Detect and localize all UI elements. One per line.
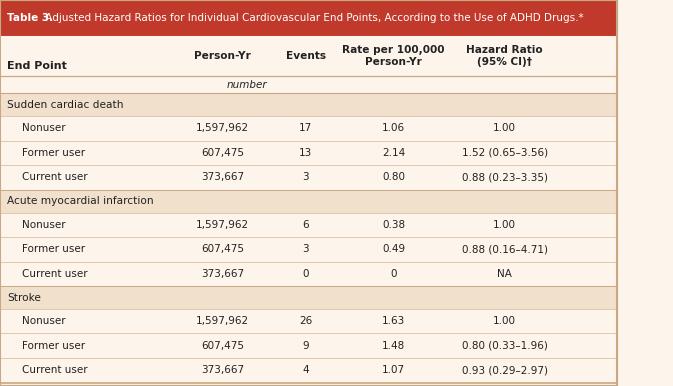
Text: 0.93 (0.29–2.97): 0.93 (0.29–2.97) <box>462 365 548 375</box>
Bar <box>0 286 618 309</box>
Text: 9: 9 <box>302 341 309 351</box>
Text: 607,475: 607,475 <box>201 341 244 351</box>
Text: 1,597,962: 1,597,962 <box>196 220 249 230</box>
Bar <box>0 213 618 237</box>
Text: 0.38: 0.38 <box>382 220 405 230</box>
Text: 0.49: 0.49 <box>382 244 405 254</box>
Text: 13: 13 <box>299 148 312 158</box>
Bar <box>0 76 618 93</box>
Text: Adjusted Hazard Ratios for Individual Cardiovascular End Points, According to th: Adjusted Hazard Ratios for Individual Ca… <box>42 13 583 23</box>
Text: Table 3.: Table 3. <box>7 13 54 23</box>
Text: 4: 4 <box>302 365 309 375</box>
Text: 1,597,962: 1,597,962 <box>196 124 249 134</box>
Text: 0.80: 0.80 <box>382 173 405 183</box>
Text: Current user: Current user <box>22 173 87 183</box>
Bar <box>0 190 618 213</box>
Text: NA: NA <box>497 269 512 279</box>
Text: 2.14: 2.14 <box>382 148 405 158</box>
Text: End Point: End Point <box>7 61 67 71</box>
Text: 607,475: 607,475 <box>201 148 244 158</box>
Text: 26: 26 <box>299 316 312 326</box>
Text: 0: 0 <box>390 269 397 279</box>
Text: Nonuser: Nonuser <box>22 124 65 134</box>
Text: Rate per 100,000
Person-Yr: Rate per 100,000 Person-Yr <box>343 45 445 67</box>
Text: 3: 3 <box>302 244 309 254</box>
Text: 1.48: 1.48 <box>382 341 405 351</box>
Text: Person-Yr: Person-Yr <box>194 51 251 61</box>
Text: Nonuser: Nonuser <box>22 220 65 230</box>
Bar <box>0 262 618 286</box>
Text: 1.52 (0.65–3.56): 1.52 (0.65–3.56) <box>462 148 548 158</box>
Text: 1.00: 1.00 <box>493 316 516 326</box>
Text: 373,667: 373,667 <box>201 269 244 279</box>
Text: 0.80 (0.33–1.96): 0.80 (0.33–1.96) <box>462 341 548 351</box>
Text: 1,597,962: 1,597,962 <box>196 316 249 326</box>
Bar <box>0 334 618 358</box>
Text: 0: 0 <box>302 269 309 279</box>
Text: Hazard Ratio
(95% CI)†: Hazard Ratio (95% CI)† <box>466 45 543 67</box>
Bar <box>0 116 618 141</box>
Text: Former user: Former user <box>22 244 85 254</box>
Text: Current user: Current user <box>22 269 87 279</box>
Text: 3: 3 <box>302 173 309 183</box>
Text: Acute myocardial infarction: Acute myocardial infarction <box>7 196 154 206</box>
Text: 1.06: 1.06 <box>382 124 405 134</box>
Bar <box>0 93 618 116</box>
Text: 1.00: 1.00 <box>493 124 516 134</box>
Text: Stroke: Stroke <box>7 293 41 303</box>
Text: 6: 6 <box>302 220 309 230</box>
Text: Events: Events <box>285 51 326 61</box>
Bar <box>0 165 618 190</box>
Text: 17: 17 <box>299 124 312 134</box>
Text: 373,667: 373,667 <box>201 365 244 375</box>
Bar <box>0 0 618 36</box>
Text: 1.07: 1.07 <box>382 365 405 375</box>
Bar <box>0 36 618 76</box>
Text: number: number <box>227 80 267 90</box>
Text: 1.00: 1.00 <box>493 220 516 230</box>
Text: Former user: Former user <box>22 148 85 158</box>
Bar <box>0 141 618 165</box>
Text: Former user: Former user <box>22 341 85 351</box>
Bar <box>0 309 618 334</box>
Text: Sudden cardiac death: Sudden cardiac death <box>7 100 124 110</box>
Bar <box>0 358 618 383</box>
Text: 0.88 (0.16–4.71): 0.88 (0.16–4.71) <box>462 244 548 254</box>
Text: Current user: Current user <box>22 365 87 375</box>
Bar <box>0 237 618 262</box>
Text: 0.88 (0.23–3.35): 0.88 (0.23–3.35) <box>462 173 548 183</box>
Text: 373,667: 373,667 <box>201 173 244 183</box>
Text: 1.63: 1.63 <box>382 316 405 326</box>
Text: 607,475: 607,475 <box>201 244 244 254</box>
Text: Nonuser: Nonuser <box>22 316 65 326</box>
